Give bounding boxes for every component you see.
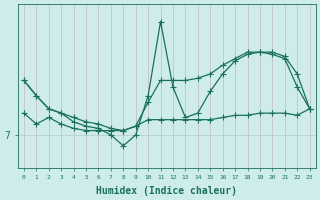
- X-axis label: Humidex (Indice chaleur): Humidex (Indice chaleur): [96, 186, 237, 196]
